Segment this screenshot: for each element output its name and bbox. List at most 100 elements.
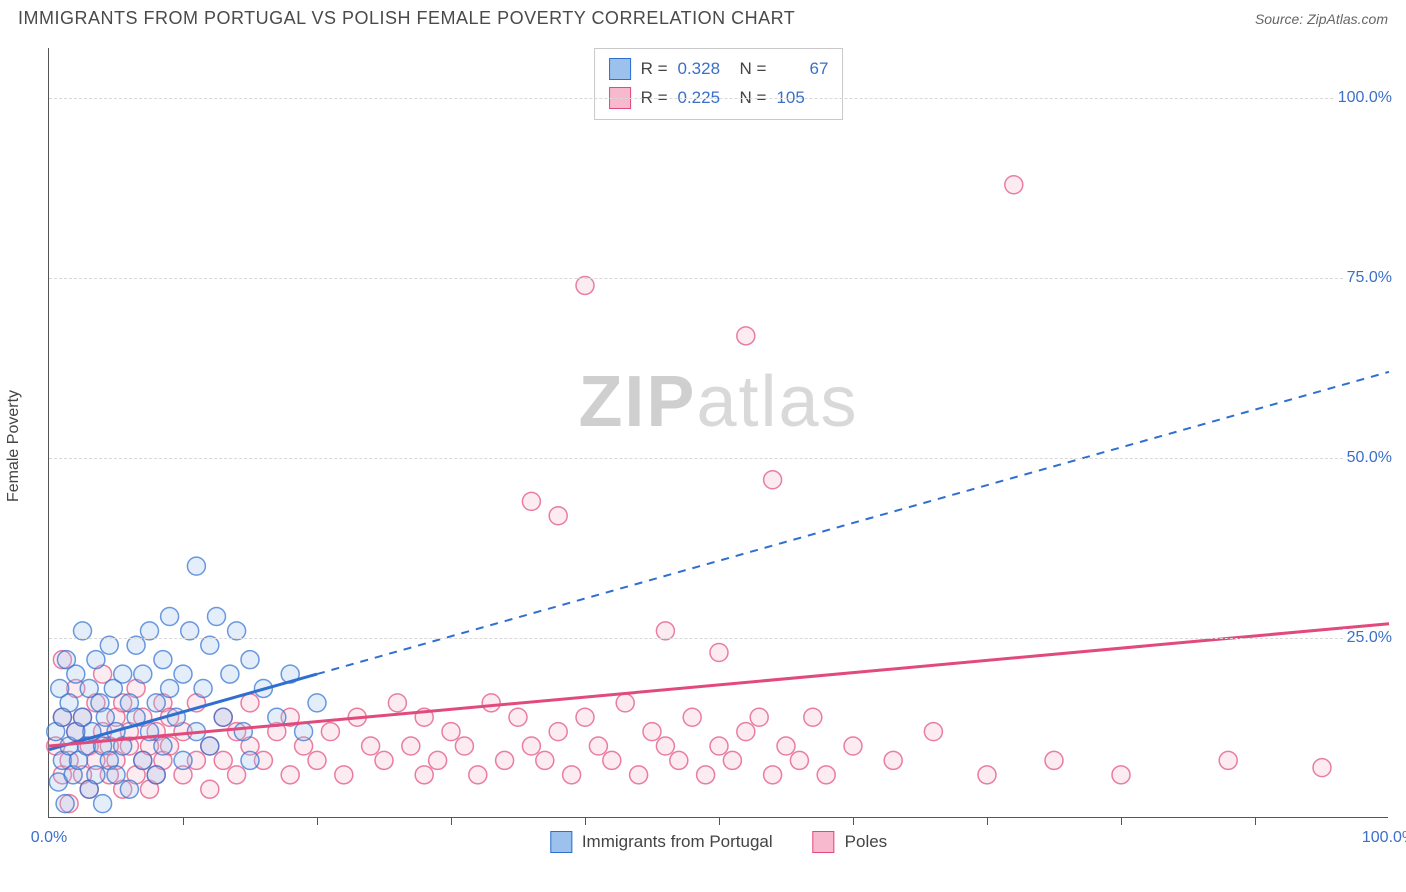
data-point-poles bbox=[509, 708, 527, 726]
data-point-poles bbox=[603, 751, 621, 769]
data-point-portugal bbox=[147, 766, 165, 784]
data-point-poles bbox=[737, 723, 755, 741]
xtick bbox=[585, 817, 586, 825]
xtick bbox=[317, 817, 318, 825]
data-point-poles bbox=[469, 766, 487, 784]
data-point-poles bbox=[522, 492, 540, 510]
data-point-poles bbox=[978, 766, 996, 784]
data-point-poles bbox=[335, 766, 353, 784]
xtick bbox=[451, 817, 452, 825]
data-point-poles bbox=[656, 737, 674, 755]
data-point-portugal bbox=[208, 608, 226, 626]
data-point-poles bbox=[563, 766, 581, 784]
data-point-poles bbox=[214, 751, 232, 769]
data-point-poles bbox=[924, 723, 942, 741]
data-point-portugal bbox=[241, 751, 259, 769]
data-point-portugal bbox=[94, 795, 112, 813]
data-point-poles bbox=[375, 751, 393, 769]
data-point-portugal bbox=[60, 694, 78, 712]
data-point-portugal bbox=[308, 694, 326, 712]
data-point-portugal bbox=[120, 780, 138, 798]
data-point-portugal bbox=[87, 766, 105, 784]
data-point-poles bbox=[415, 766, 433, 784]
data-point-portugal bbox=[295, 723, 313, 741]
data-point-poles bbox=[737, 327, 755, 345]
data-point-portugal bbox=[234, 723, 252, 741]
data-point-portugal bbox=[87, 651, 105, 669]
data-point-portugal bbox=[114, 665, 132, 683]
data-point-poles bbox=[429, 751, 447, 769]
data-point-poles bbox=[1112, 766, 1130, 784]
data-point-poles bbox=[616, 694, 634, 712]
data-point-portugal bbox=[241, 651, 259, 669]
data-point-poles bbox=[362, 737, 380, 755]
data-point-poles bbox=[241, 694, 259, 712]
regression-line-poles bbox=[49, 624, 1389, 746]
xtick bbox=[1255, 817, 1256, 825]
legend-series: Immigrants from Portugal Poles bbox=[550, 831, 887, 853]
scatter-svg bbox=[49, 48, 1388, 817]
data-point-poles bbox=[764, 471, 782, 489]
data-point-poles bbox=[402, 737, 420, 755]
data-point-portugal bbox=[67, 665, 85, 683]
data-point-poles bbox=[683, 708, 701, 726]
gridline bbox=[49, 638, 1388, 639]
data-point-portugal bbox=[201, 737, 219, 755]
data-point-poles bbox=[764, 766, 782, 784]
ytick-label: 75.0% bbox=[1343, 269, 1396, 287]
data-point-poles bbox=[804, 708, 822, 726]
ytick-label: 50.0% bbox=[1343, 449, 1396, 467]
ytick-label: 25.0% bbox=[1343, 629, 1396, 647]
data-point-portugal bbox=[161, 608, 179, 626]
data-point-poles bbox=[442, 723, 460, 741]
chart-plot-area: ZIPatlas R = 0.328 N = 67 R =0.225N =105… bbox=[48, 48, 1388, 818]
ytick-label: 100.0% bbox=[1334, 89, 1396, 107]
data-point-poles bbox=[844, 737, 862, 755]
legend-item-portugal: Immigrants from Portugal bbox=[550, 831, 773, 853]
y-axis-label: Female Poverty bbox=[5, 390, 23, 502]
data-point-poles bbox=[549, 723, 567, 741]
xtick bbox=[719, 817, 720, 825]
xtick bbox=[1121, 817, 1122, 825]
data-point-poles bbox=[817, 766, 835, 784]
data-point-poles bbox=[228, 766, 246, 784]
data-point-poles bbox=[1313, 759, 1331, 777]
xtick-label: 100.0% bbox=[1362, 829, 1406, 847]
data-point-portugal bbox=[56, 795, 74, 813]
data-point-portugal bbox=[134, 751, 152, 769]
swatch-portugal-icon bbox=[550, 831, 572, 853]
chart-title: IMMIGRANTS FROM PORTUGAL VS POLISH FEMAL… bbox=[18, 8, 795, 29]
legend-label-portugal: Immigrants from Portugal bbox=[582, 832, 773, 852]
title-bar: IMMIGRANTS FROM PORTUGAL VS POLISH FEMAL… bbox=[0, 0, 1406, 35]
data-point-poles bbox=[496, 751, 514, 769]
data-point-poles bbox=[281, 766, 299, 784]
data-point-poles bbox=[1219, 751, 1237, 769]
data-point-poles bbox=[670, 751, 688, 769]
data-point-portugal bbox=[134, 665, 152, 683]
xtick bbox=[987, 817, 988, 825]
data-point-portugal bbox=[187, 557, 205, 575]
data-point-poles bbox=[549, 507, 567, 525]
data-point-poles bbox=[777, 737, 795, 755]
data-point-poles bbox=[201, 780, 219, 798]
data-point-poles bbox=[321, 723, 339, 741]
xtick bbox=[183, 817, 184, 825]
data-point-poles bbox=[710, 643, 728, 661]
swatch-poles-icon bbox=[813, 831, 835, 853]
data-point-poles bbox=[1045, 751, 1063, 769]
data-point-portugal bbox=[174, 751, 192, 769]
source-attribution: Source: ZipAtlas.com bbox=[1255, 11, 1388, 27]
data-point-poles bbox=[522, 737, 540, 755]
data-point-poles bbox=[1005, 176, 1023, 194]
data-point-poles bbox=[589, 737, 607, 755]
gridline bbox=[49, 98, 1388, 99]
data-point-poles bbox=[643, 723, 661, 741]
data-point-poles bbox=[750, 708, 768, 726]
data-point-portugal bbox=[174, 665, 192, 683]
data-point-poles bbox=[723, 751, 741, 769]
data-point-portugal bbox=[214, 708, 232, 726]
legend-item-poles: Poles bbox=[813, 831, 888, 853]
data-point-portugal bbox=[154, 651, 172, 669]
data-point-poles bbox=[790, 751, 808, 769]
data-point-poles bbox=[884, 751, 902, 769]
